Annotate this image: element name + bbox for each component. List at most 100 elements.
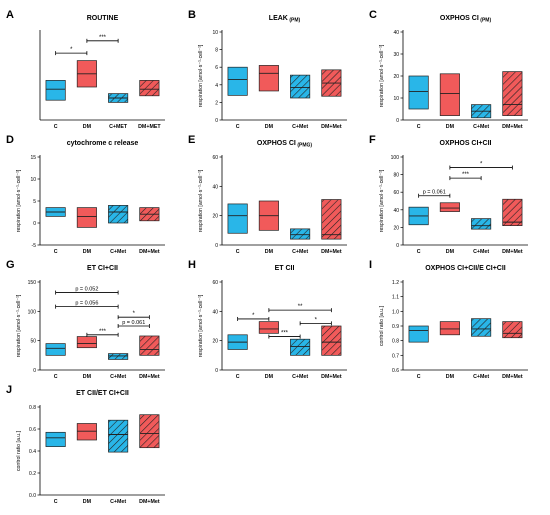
significance-label: ** bbox=[298, 304, 303, 310]
x-tick-label: DM+Met bbox=[139, 249, 160, 255]
y-tick-label: 100 bbox=[391, 155, 400, 161]
panel-letter: G bbox=[6, 259, 15, 271]
y-tick-label: -5 bbox=[32, 243, 37, 249]
chart-title: ROUTINE bbox=[87, 15, 119, 22]
y-tick-label: 60 bbox=[212, 280, 218, 286]
x-tick-label: C+Met bbox=[292, 124, 308, 130]
y-tick-label: 50 bbox=[30, 339, 36, 345]
y-axis-label: respiration [amol·s⁻¹·cell⁻¹] bbox=[16, 169, 22, 232]
box-hatch bbox=[502, 199, 523, 226]
box-hatch bbox=[108, 420, 128, 453]
x-tick-label: DM bbox=[265, 124, 274, 130]
y-tick-label: 15 bbox=[30, 155, 36, 161]
x-tick-label: C+Met bbox=[292, 249, 308, 255]
y-tick-label: 0 bbox=[215, 368, 218, 374]
y-tick-label: 60 bbox=[393, 190, 399, 196]
x-tick-label: C+Met bbox=[110, 499, 126, 505]
chart-title: LEAK (PM) bbox=[269, 15, 301, 24]
box-c bbox=[45, 431, 66, 447]
x-tick-label: DM+Met bbox=[502, 124, 523, 130]
panel-letter: J bbox=[6, 384, 12, 396]
panel-letter: F bbox=[369, 134, 376, 146]
y-tick-label: 40 bbox=[212, 184, 218, 190]
x-tick-label: DM+MET bbox=[138, 124, 161, 130]
chart-panel-h: H ET CII 0 20 40 60 respiration [amol·s⁻¹·cell… bbox=[188, 259, 347, 380]
y-axis-label: respiration [amol·s⁻¹·cell⁻¹] bbox=[198, 44, 204, 107]
x-tick-label: C bbox=[54, 249, 58, 255]
x-tick-label: C+MET bbox=[109, 124, 128, 130]
x-tick-label: C+Met bbox=[473, 124, 489, 130]
panel-letter: D bbox=[6, 134, 14, 146]
box-c bbox=[45, 343, 66, 356]
x-tick-label: C bbox=[54, 124, 58, 130]
y-tick-label: 40 bbox=[393, 208, 399, 214]
x-tick-label: DM+Met bbox=[139, 374, 160, 380]
box-hatch bbox=[290, 75, 310, 98]
x-tick-label: C bbox=[236, 374, 240, 380]
x-tick-label: C bbox=[417, 124, 421, 130]
significance-label: * bbox=[315, 317, 318, 323]
y-tick-label: 150 bbox=[28, 280, 37, 286]
y-tick-label: 60 bbox=[212, 155, 218, 161]
chart-title: OXPHOS CI+CII/E CI+CII bbox=[425, 265, 506, 272]
x-tick-label: C bbox=[417, 374, 421, 380]
significance-label: *** bbox=[99, 329, 107, 335]
box-dm bbox=[439, 202, 460, 212]
y-tick-label: 0 bbox=[396, 243, 399, 249]
x-tick-label: C bbox=[54, 499, 58, 505]
x-tick-label: C+Met bbox=[110, 374, 126, 380]
y-tick-label: 0.2 bbox=[29, 471, 36, 477]
box-dm bbox=[439, 321, 460, 336]
y-tick-label: 2 bbox=[215, 100, 218, 106]
y-axis-label: respiration [amol·s⁻¹·cell⁻¹] bbox=[198, 169, 204, 232]
x-tick-label: DM bbox=[265, 249, 274, 255]
box-dm bbox=[258, 65, 279, 92]
y-tick-label: 8 bbox=[215, 48, 218, 54]
x-tick-label: DM+Met bbox=[321, 374, 342, 380]
x-tick-label: DM+Met bbox=[321, 124, 342, 130]
y-tick-label: 80 bbox=[393, 173, 399, 179]
chart-panel-g: G ET CI+CII 0 50 100 150 respiration [amol·s⁻¹… bbox=[6, 259, 165, 380]
y-tick-label: 1.0 bbox=[392, 309, 399, 315]
y-axis-label: respiration [amol·s⁻¹·cell⁻¹] bbox=[379, 169, 385, 232]
y-tick-label: 0.7 bbox=[392, 353, 399, 359]
box-hatch bbox=[471, 318, 491, 337]
x-tick-label: DM bbox=[83, 124, 92, 130]
x-tick-label: DM bbox=[446, 124, 455, 130]
significance-label: p = 0.056 bbox=[75, 301, 98, 307]
box-hatch bbox=[290, 228, 310, 240]
x-tick-label: DM bbox=[446, 374, 455, 380]
panel-letter: I bbox=[369, 259, 372, 271]
x-tick-label: C bbox=[54, 374, 58, 380]
y-tick-label: 20 bbox=[393, 74, 399, 80]
chart-panel-j: J ET CII/ET CI+CII 0.0 0.2 0.4 0.6 0.8 control … bbox=[6, 384, 165, 505]
panel-letter: A bbox=[6, 9, 14, 21]
significance-label: *** bbox=[99, 35, 107, 41]
box-dm bbox=[439, 73, 460, 116]
y-tick-label: 0.8 bbox=[29, 405, 36, 411]
chart-title: OXPHOS CI (PM) bbox=[440, 15, 492, 24]
panel-letter: E bbox=[188, 134, 195, 146]
x-tick-label: DM bbox=[265, 374, 274, 380]
box-hatch bbox=[471, 218, 491, 230]
box-hatch bbox=[139, 414, 160, 448]
box-c bbox=[45, 80, 66, 101]
box-hatch bbox=[321, 326, 342, 356]
chart-title: OXPHOS CI+CII bbox=[440, 140, 492, 147]
y-axis-label: control ratio [a.u.] bbox=[16, 430, 22, 471]
x-tick-label: DM+Met bbox=[502, 249, 523, 255]
chart-panel-i: I OXPHOS CI+CII/E CI+CII 0.6 0.7 0.8 0.9 1.0 1.… bbox=[369, 259, 528, 380]
significance-label: p = 0.061 bbox=[423, 190, 446, 196]
y-tick-label: 0.6 bbox=[29, 427, 36, 433]
chart-panel-c: C OXPHOS CI (PM) 0 10 20 30 40 respiration [amol… bbox=[369, 9, 528, 130]
y-tick-label: 10 bbox=[212, 30, 218, 36]
y-axis-label: respiration [amol·s⁻¹·cell⁻¹] bbox=[379, 44, 385, 107]
x-tick-label: DM bbox=[83, 249, 92, 255]
box-hatch bbox=[321, 199, 342, 240]
y-tick-label: 5 bbox=[33, 199, 36, 205]
box-hatch bbox=[108, 353, 128, 360]
x-tick-label: C bbox=[236, 249, 240, 255]
x-tick-label: DM+Met bbox=[502, 374, 523, 380]
box-dm bbox=[76, 336, 97, 349]
